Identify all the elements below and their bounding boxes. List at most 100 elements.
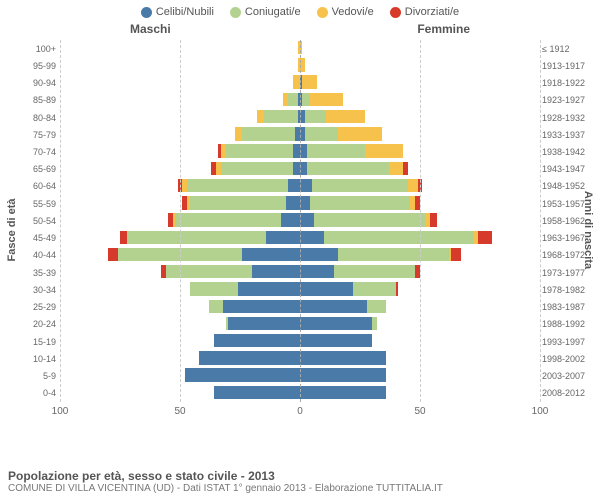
xtick-label: 50 xyxy=(174,406,185,417)
age-label: 95-99 xyxy=(28,61,56,71)
bar-segment xyxy=(226,144,293,157)
bar-segment xyxy=(307,162,389,175)
xtick-label: 50 xyxy=(414,406,425,417)
bar-segment xyxy=(326,110,364,123)
bar-segment xyxy=(175,213,281,226)
birthyear-label: 1973-1977 xyxy=(542,268,586,278)
birthyear-label: 2003-2007 xyxy=(542,371,586,381)
bar-segment xyxy=(389,162,403,175)
xtick-label: 100 xyxy=(52,406,69,417)
bar-segment xyxy=(293,144,300,157)
bar-segment xyxy=(221,162,293,175)
birthyear-label: 1913-1917 xyxy=(542,61,586,71)
age-label: 70-74 xyxy=(28,147,56,157)
male-label: Maschi xyxy=(130,22,171,36)
bar-segment xyxy=(199,351,300,364)
bar-segment xyxy=(242,127,295,140)
legend-item: Celibi/Nubili xyxy=(141,6,214,18)
bar-segment xyxy=(338,248,448,261)
bar-segment xyxy=(300,351,386,364)
bar-segment xyxy=(307,144,365,157)
legend-swatch xyxy=(230,7,241,18)
bar-segment xyxy=(305,110,327,123)
chart-subtitle: COMUNE DI VILLA VICENTINA (UD) - Dati IS… xyxy=(8,483,592,494)
bar-segment xyxy=(228,317,300,330)
bar-segment xyxy=(324,231,473,244)
gridline xyxy=(180,40,181,402)
bar-segment xyxy=(300,248,338,261)
age-label: 30-34 xyxy=(28,285,56,295)
bar-segment xyxy=(214,334,300,347)
bar-segment xyxy=(365,144,403,157)
bar-segment xyxy=(300,162,307,175)
birthyear-label: 1943-1947 xyxy=(542,164,586,174)
bar-segment xyxy=(235,127,242,140)
bar-segment xyxy=(310,93,344,106)
legend-label: Celibi/Nubili xyxy=(156,6,214,18)
bar-segment xyxy=(300,317,372,330)
bar-segment xyxy=(367,300,386,313)
bar-segment xyxy=(223,300,300,313)
chart-title: Popolazione per età, sesso e stato civil… xyxy=(8,469,592,483)
bar-segment xyxy=(300,265,334,278)
birthyear-label: 1998-2002 xyxy=(542,354,586,364)
bar-segment xyxy=(300,213,314,226)
birthyear-label: 1978-1982 xyxy=(542,285,586,295)
age-label: 40-44 xyxy=(28,250,56,260)
xtick-label: 100 xyxy=(532,406,549,417)
pyramid-chart: Fasce di età Anni di nascita 100+≤ 19129… xyxy=(60,40,540,420)
bar-segment xyxy=(190,196,286,209)
bar-segment xyxy=(302,93,309,106)
bar-segment xyxy=(403,162,408,175)
bar-segment xyxy=(288,179,300,192)
bar-segment xyxy=(430,213,437,226)
bar-segment xyxy=(334,265,416,278)
side-labels: Maschi Femmine xyxy=(0,18,600,36)
bar-segment xyxy=(338,127,381,140)
bar-segment xyxy=(302,75,316,88)
birthyear-label: 1933-1937 xyxy=(542,130,586,140)
age-label: 65-69 xyxy=(28,164,56,174)
female-label: Femmine xyxy=(417,22,470,36)
bar-segment xyxy=(300,386,386,399)
age-label: 80-84 xyxy=(28,113,56,123)
bar-segment xyxy=(300,144,307,157)
gridline xyxy=(60,40,61,402)
age-label: 15-19 xyxy=(28,337,56,347)
bar-segment xyxy=(310,196,411,209)
birthyear-label: ≤ 1912 xyxy=(542,44,586,54)
birthyear-label: 1983-1987 xyxy=(542,302,586,312)
bar-segment xyxy=(293,75,300,88)
age-label: 50-54 xyxy=(28,216,56,226)
legend-item: Vedovi/e xyxy=(317,6,374,18)
bar-segment xyxy=(120,231,127,244)
legend-swatch xyxy=(317,7,328,18)
bar-segment xyxy=(209,300,223,313)
x-axis: 10050050100 xyxy=(60,404,540,420)
bar-segment xyxy=(238,282,300,295)
bar-segment xyxy=(288,93,298,106)
birthyear-label: 1918-1922 xyxy=(542,78,586,88)
bar-segment xyxy=(187,179,288,192)
age-label: 5-9 xyxy=(28,371,56,381)
bar-segment xyxy=(266,231,300,244)
birthyear-label: 1963-1967 xyxy=(542,233,586,243)
legend-swatch xyxy=(141,7,152,18)
birthyear-label: 1988-1992 xyxy=(542,319,586,329)
xtick-label: 0 xyxy=(297,406,303,417)
bar-segment xyxy=(372,317,377,330)
birthyear-label: 1958-1962 xyxy=(542,216,586,226)
birthyear-label: 1968-1972 xyxy=(542,250,586,260)
bar-segment xyxy=(252,265,300,278)
age-label: 100+ xyxy=(28,44,56,54)
bar-segment xyxy=(300,196,310,209)
bar-segment xyxy=(185,368,300,381)
birthyear-label: 2008-2012 xyxy=(542,388,586,398)
age-label: 55-59 xyxy=(28,199,56,209)
age-label: 85-89 xyxy=(28,95,56,105)
age-label: 20-24 xyxy=(28,319,56,329)
age-label: 60-64 xyxy=(28,181,56,191)
bar-segment xyxy=(300,300,367,313)
legend-item: Coniugati/e xyxy=(230,6,301,18)
bar-segment xyxy=(214,386,300,399)
